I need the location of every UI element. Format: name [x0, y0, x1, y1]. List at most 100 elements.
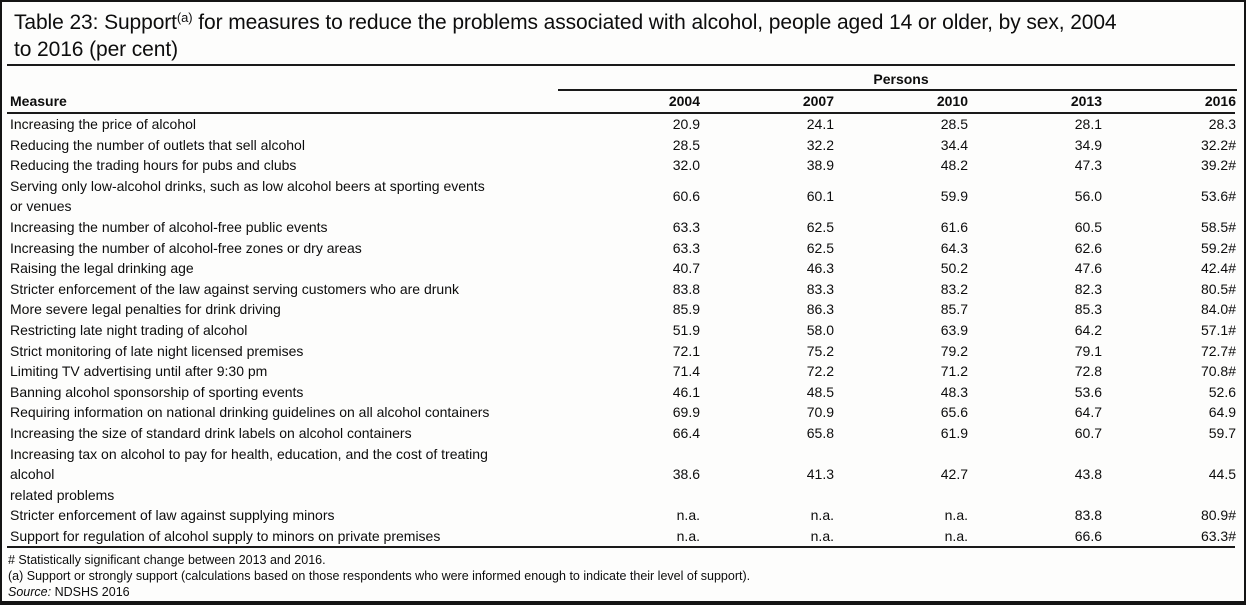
- measure-column-header: Measure: [10, 93, 67, 109]
- value-cell: 75.2: [806, 342, 834, 359]
- title-line2: to 2016 (per cent): [14, 38, 178, 61]
- value-cell: 63.3: [672, 218, 700, 235]
- value-cell: 50.2: [940, 260, 968, 277]
- value-cell: 51.9: [672, 321, 700, 338]
- value-cell: 83.8: [1074, 507, 1102, 524]
- value-cell: 32.2#: [1200, 136, 1236, 153]
- value-cell: 63.9: [940, 321, 968, 338]
- value-cell: 46.1: [672, 383, 700, 400]
- value-cell: 83.2: [940, 280, 968, 297]
- table-row: Raising the legal drinking age 40.7 46.3 50…: [2, 258, 1244, 279]
- measure-label: Increasing the number of alcohol-free pu…: [10, 218, 328, 235]
- measure-label: Limiting TV advertising until after 9:30…: [10, 363, 268, 380]
- value-cell: 28.5: [940, 116, 968, 132]
- value-cell: 70.8#: [1200, 363, 1236, 380]
- value-cell: 59.7: [1208, 424, 1236, 441]
- value-cell: 71.4: [672, 363, 700, 380]
- measure-label: Reducing the number of outlets that sell…: [10, 136, 305, 153]
- measure-label: Strict monitoring of late night licensed…: [10, 342, 304, 359]
- value-cell: 80.5#: [1200, 280, 1236, 297]
- value-cell: 72.7#: [1200, 342, 1236, 359]
- value-cell: 44.5: [1208, 466, 1236, 483]
- value-cell: 79.2: [940, 342, 968, 359]
- value-cell: 70.9: [806, 404, 834, 421]
- value-cell: 62.5: [806, 239, 834, 256]
- value-cell: 64.7: [1074, 404, 1102, 421]
- persons-underline-rule: [558, 89, 1237, 91]
- value-cell: 28.3: [1208, 116, 1236, 132]
- value-cell: 38.9: [806, 157, 834, 174]
- table-row: Increasing the price of alcohol 20.9 24.1 2…: [2, 114, 1244, 135]
- footnotes: # Statistically significant change betwe…: [2, 548, 1244, 600]
- value-cell: 84.0#: [1200, 301, 1236, 318]
- value-cell: 28.5: [672, 136, 700, 153]
- value-cell: 83.3: [806, 280, 834, 297]
- value-cell: 82.3: [1074, 280, 1102, 297]
- table-row: Reducing the number of outlets that sell…: [2, 135, 1244, 156]
- value-cell: 34.9: [1074, 136, 1102, 153]
- table-row: Banning alcohol sponsorship of sporting …: [2, 382, 1244, 403]
- table-body: Increasing the price of alcohol 20.9 24.1 2…: [2, 114, 1244, 546]
- measure-label: Support for regulation of alcohol supply…: [10, 527, 441, 544]
- value-cell: n.a.: [676, 527, 700, 544]
- value-cell: 63.3#: [1200, 527, 1236, 544]
- value-cell: 39.2#: [1200, 157, 1236, 174]
- value-cell: 59.2#: [1200, 239, 1236, 256]
- value-cell: 85.7: [940, 301, 968, 318]
- year-column-header-2004: 2004: [668, 93, 700, 109]
- value-cell: 85.3: [1074, 301, 1102, 318]
- value-cell: 64.2: [1074, 321, 1102, 338]
- table-row: Stricter enforcement of law against supp…: [2, 505, 1244, 526]
- measure-label: Requiring information on national drinki…: [10, 404, 490, 421]
- title-line1-post: for measures to reduce the problems asso…: [192, 11, 1117, 34]
- table-row: Reducing the trading hours for pubs and …: [2, 155, 1244, 176]
- value-cell: n.a.: [810, 507, 834, 524]
- value-cell: n.a.: [944, 527, 968, 544]
- value-cell: 63.3: [672, 239, 700, 256]
- value-cell: 56.0: [1074, 188, 1102, 205]
- value-cell: 80.9#: [1200, 507, 1236, 524]
- source-line: Source: NDSHS 2016: [8, 584, 1236, 600]
- value-cell: 59.9: [940, 188, 968, 205]
- value-cell: 38.6: [672, 466, 700, 483]
- table-row: Increasing the size of standard drink la…: [2, 423, 1244, 444]
- value-cell: 61.9: [940, 424, 968, 441]
- value-cell: 48.2: [940, 157, 968, 174]
- value-cell: 34.4: [940, 136, 968, 153]
- table-bottom-rule: [7, 546, 1235, 549]
- value-cell: 60.5: [1074, 218, 1102, 235]
- value-cell: 60.1: [806, 188, 834, 205]
- value-cell: 72.1: [672, 342, 700, 359]
- value-cell: 64.3: [940, 239, 968, 256]
- value-cell: n.a.: [944, 507, 968, 524]
- table-row: More severe legal penalties for drink dr…: [2, 299, 1244, 320]
- value-cell: 43.8: [1074, 466, 1102, 483]
- value-cell: 32.2: [806, 136, 834, 153]
- value-cell: 85.9: [672, 301, 700, 318]
- value-cell: 57.1#: [1200, 321, 1236, 338]
- measure-label: More severe legal penalties for drink dr…: [10, 301, 281, 318]
- table-row: Strict monitoring of late night licensed…: [2, 341, 1244, 362]
- value-cell: 48.5: [806, 383, 834, 400]
- value-cell: 58.5#: [1200, 218, 1236, 235]
- value-cell: 79.1: [1074, 342, 1102, 359]
- value-cell: 40.7: [672, 260, 700, 277]
- value-cell: 61.6: [940, 218, 968, 235]
- value-cell: 46.3: [806, 260, 834, 277]
- table-title: Table 23: Support(a) for measures to red…: [2, 2, 1244, 64]
- year-column-header-2010: 2010: [936, 93, 968, 109]
- measure-label: Reducing the trading hours for pubs and …: [10, 157, 297, 174]
- footnote-hash: # Statistically significant change betwe…: [8, 553, 326, 568]
- value-cell: 65.8: [806, 424, 834, 441]
- value-cell: 72.2: [806, 363, 834, 380]
- value-cell: 83.8: [672, 280, 700, 297]
- table-row: Restricting late night trading of alcoho…: [2, 320, 1244, 341]
- year-column-header-2013: 2013: [1070, 93, 1102, 109]
- value-cell: 52.6: [1208, 383, 1236, 400]
- measure-label: Serving only low-alcohol drinks, such as…: [10, 177, 485, 215]
- source-label: Source:: [8, 585, 52, 600]
- value-cell: 72.8: [1074, 363, 1102, 380]
- table-header-row: Measure 2004 2007 2010 2013 2016: [2, 91, 1244, 112]
- table-row: Stricter enforcement of the law against …: [2, 279, 1244, 300]
